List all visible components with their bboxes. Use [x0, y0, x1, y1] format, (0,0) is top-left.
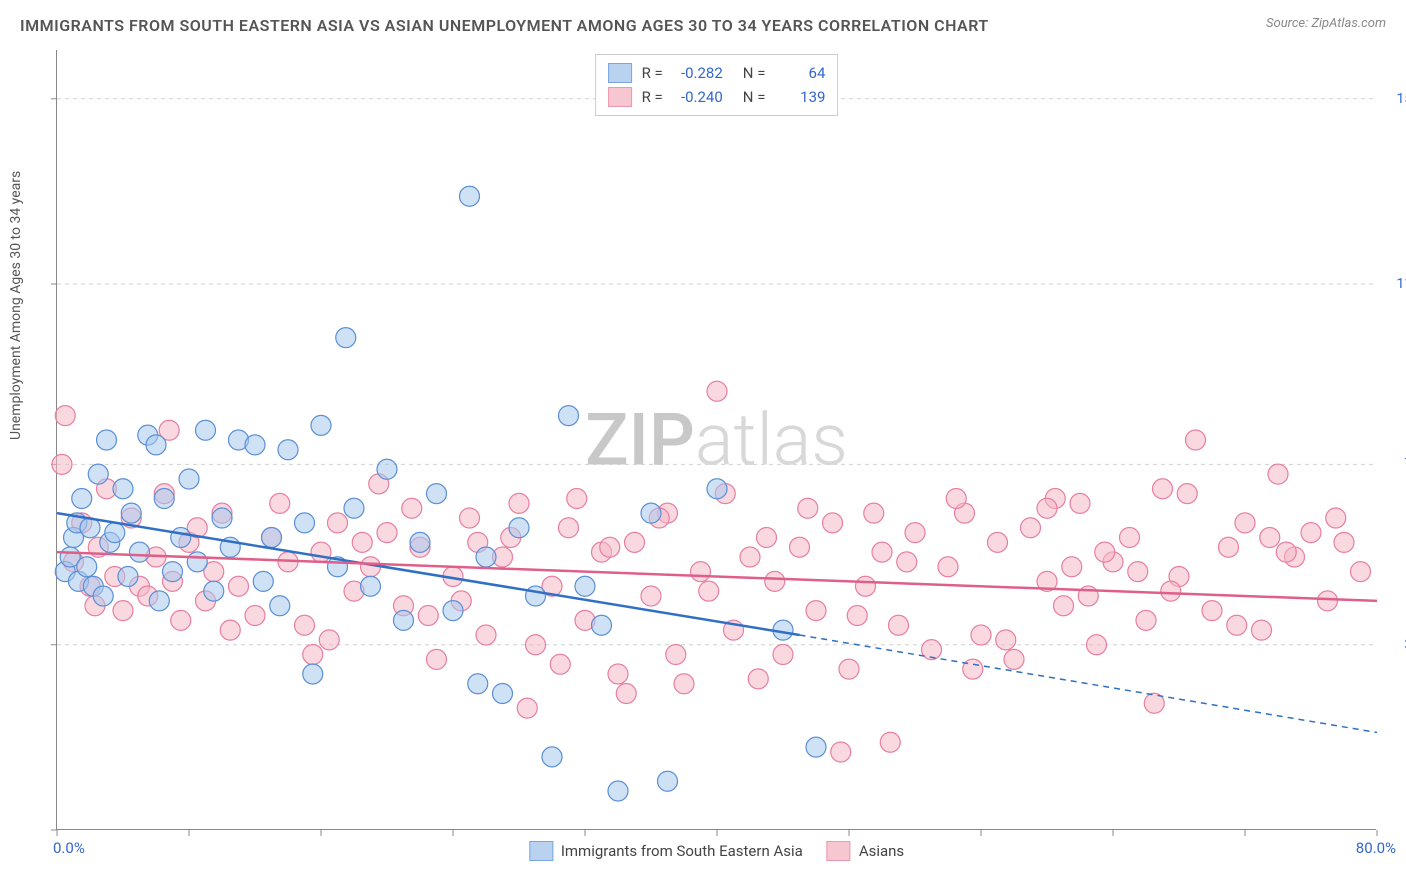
- y-tick-label: 15.0%: [1396, 91, 1406, 107]
- legend: Immigrants from South Eastern Asia Asians: [529, 841, 904, 861]
- series-swatch: [608, 63, 632, 83]
- y-axis-label: Unemployment Among Ages 30 to 34 years: [8, 171, 24, 440]
- correlation-stats-box: R =-0.282N =64R =-0.240N =139: [595, 54, 839, 116]
- legend-swatch: [529, 841, 553, 861]
- x-axis-end: 80.0%: [1356, 839, 1396, 857]
- series-swatch: [608, 87, 632, 107]
- x-axis-start: 0.0%: [53, 839, 85, 857]
- stats-row: R =-0.282N =64: [608, 61, 826, 85]
- y-tick-label: 11.2%: [1396, 276, 1406, 292]
- legend-item: Asians: [827, 841, 904, 861]
- stats-row: R =-0.240N =139: [608, 85, 826, 109]
- chart-title: IMMIGRANTS FROM SOUTH EASTERN ASIA VS AS…: [20, 16, 989, 35]
- legend-item: Immigrants from South Eastern Asia: [529, 841, 803, 861]
- legend-label: Asians: [859, 842, 904, 860]
- scatter-plot: ZIPatlas R =-0.282N =64R =-0.240N =139 I…: [56, 50, 1376, 830]
- chart-canvas: [57, 50, 1376, 829]
- legend-label: Immigrants from South Eastern Asia: [561, 842, 803, 860]
- legend-swatch: [827, 841, 851, 861]
- source-attribution: Source: ZipAtlas.com: [1266, 16, 1386, 31]
